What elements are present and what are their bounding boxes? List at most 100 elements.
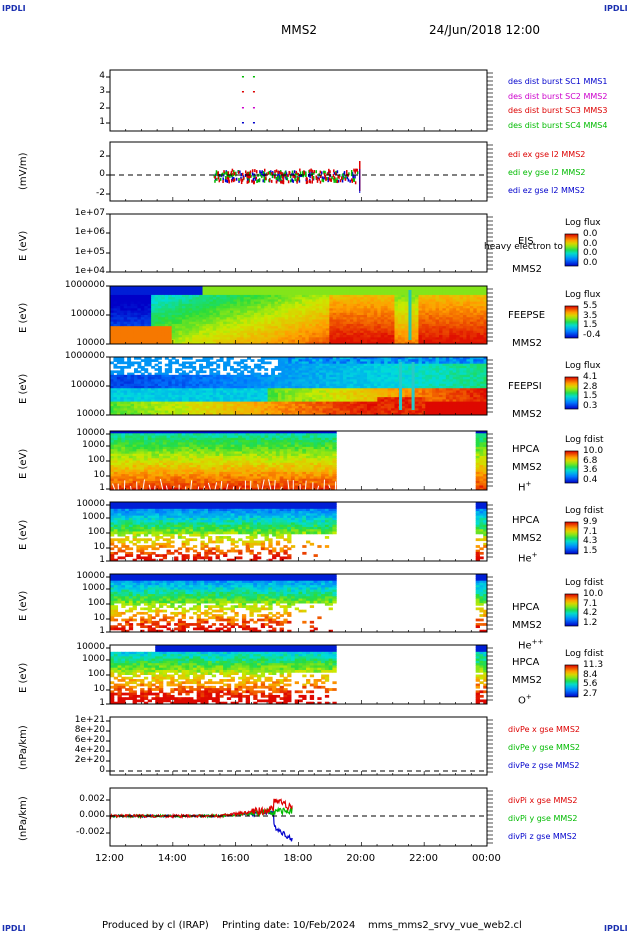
p5-colorbar-label-3: 0.3 <box>583 400 598 411</box>
p5-ytick-label: 10000 <box>76 409 105 419</box>
p5-ytick-label: 1000000 <box>64 351 105 361</box>
p2-legend-0: edi ex gse l2 MMS2 <box>508 150 586 159</box>
p5-colorbar-label-2: 1.5 <box>583 391 598 401</box>
p8-colorbar-label-0: 10.0 <box>583 589 604 599</box>
p7-colorbar-label-3: 1.5 <box>583 545 598 556</box>
p6-colorbar-label-1: 6.8 <box>583 455 598 466</box>
p1-frame <box>109 69 488 132</box>
p7-ytick-label: 10000 <box>76 499 105 509</box>
p1-ytick-label: 1 <box>99 117 105 127</box>
p5-ylabel: E (eV) <box>18 373 29 404</box>
p9-colorbar-title: Log fdist <box>565 649 604 659</box>
p3-colorbar-label-0: 0.0 <box>583 229 598 239</box>
p9-ylabel: E (eV) <box>18 662 29 693</box>
xaxis-tick-label-3: 18:00 <box>283 853 313 864</box>
p7-colorbar-label-2: 4.3 <box>583 536 598 546</box>
p10-ytick-label: 4e+20 <box>74 745 105 755</box>
p6-ylabel: E (eV) <box>18 448 29 479</box>
p6-colorbar-title: Log fdist <box>565 435 604 445</box>
p9-species: O+ <box>518 693 532 707</box>
p3-overlay-text: heavy electron to <box>484 242 563 252</box>
p7-species: He+ <box>518 551 538 565</box>
p7-instrument: HPCA <box>512 515 540 526</box>
xaxis-tick-label-0: 12:00 <box>95 853 124 864</box>
p10-ytick-label: 2e+20 <box>74 755 105 765</box>
p2-legend-2: edi ez gse l2 MMS2 <box>508 186 585 195</box>
p9-ytick-label: 1000 <box>82 654 105 664</box>
corner-label-br: IPDLI <box>604 924 628 933</box>
datetime-title: 24/Jun/2018 12:00 <box>429 23 541 37</box>
p3-ytick-label: 1e+06 <box>74 227 105 237</box>
p5-plot <box>110 357 488 416</box>
p2-ylabel: (mV/m) <box>18 152 29 190</box>
p4-instrument-sc: MMS2 <box>512 338 542 349</box>
footer-file: mms_mms2_srvy_vue_web2.cl <box>368 920 522 931</box>
p5-ytick-label: 100000 <box>70 380 105 390</box>
p10-ytick-label: 8e+20 <box>74 725 105 735</box>
p6-ytick-label: 10 <box>93 470 105 480</box>
p9-ytick-label: 100 <box>87 669 105 679</box>
corner-label-bl: IPDLI <box>2 924 26 933</box>
p9-plot <box>110 645 488 705</box>
p1-ytick-label: 4 <box>99 71 105 81</box>
p6-colorbar-label-2: 3.6 <box>583 465 598 475</box>
footer-printing: Printing date: 10/Feb/2024 <box>222 920 356 931</box>
p10-ytick-label: 1e+21 <box>74 715 105 725</box>
p8-colorbar-title: Log fdist <box>565 578 604 588</box>
p3-ylabel: E (eV) <box>18 230 29 261</box>
p6-colorbar-label-3: 0.4 <box>583 474 598 485</box>
p6-species: H+ <box>518 480 532 494</box>
p1-ytick-label: 2 <box>99 102 105 112</box>
p6-ytick-label: 100 <box>87 455 105 465</box>
p7-ytick-label: 10 <box>93 542 105 552</box>
p6-colorbar-label-0: 10.0 <box>583 446 604 456</box>
p7-ytick-label: 100 <box>87 527 105 537</box>
p2-ytick-label: 2 <box>99 150 105 160</box>
p4-ytick-label: 10000 <box>76 338 105 348</box>
p9-ytick-label: 10000 <box>76 642 105 652</box>
p10-legend-2: divPe z gse MMS2 <box>508 761 580 770</box>
p5-colorbar-label-1: 2.8 <box>583 381 598 392</box>
p3-colorbar-title: Log flux <box>565 218 601 228</box>
p7-ytick-label: 1 <box>99 555 105 565</box>
p4-colorbar-label-3: -0.4 <box>583 329 601 340</box>
p2-plot <box>213 161 361 193</box>
p3-ytick-label: 1e+05 <box>74 247 105 257</box>
p3-instrument: EIS <box>518 236 534 247</box>
p2-frame <box>109 141 488 202</box>
p2-ytick-label: -2 <box>96 188 105 198</box>
xaxis-tick-label-4: 20:00 <box>346 853 376 864</box>
p5-colorbar-label-0: 4.1 <box>583 372 598 382</box>
p9-colorbar-label-0: 11.3 <box>583 660 604 670</box>
p8-species: He++ <box>518 638 544 652</box>
p4-plot <box>110 286 488 345</box>
p8-ytick-label: 10 <box>93 613 105 623</box>
p2-ytick-label: 0 <box>99 169 105 179</box>
p4-ytick-label: 1000000 <box>64 280 105 290</box>
p7-colorbar-title: Log fdist <box>565 506 604 516</box>
p7-instrument-sc: MMS2 <box>512 533 542 544</box>
p1-legend-2: des dist burst SC3 MMS3 <box>508 106 608 115</box>
p8-ytick-label: 10000 <box>76 571 105 581</box>
p8-instrument-sc: MMS2 <box>512 620 542 631</box>
p8-plot <box>110 574 488 633</box>
p10-legend-0: divPe x gse MMS2 <box>508 725 580 734</box>
xaxis-tick-label-1: 14:00 <box>157 853 187 864</box>
corner-label-tl: IPDLI <box>2 4 26 13</box>
corner-label-tr: IPDLI <box>604 4 628 13</box>
p8-colorbar-label-2: 4.2 <box>583 608 598 618</box>
p3-instrument-sc: MMS2 <box>512 264 542 275</box>
footer-produced: Produced by cl (IRAP) <box>102 920 209 931</box>
p7-colorbar-label-1: 7.1 <box>583 526 598 537</box>
p4-colorbar-label-1: 3.5 <box>583 310 598 321</box>
p11-ytick-label: 0.002 <box>79 794 105 804</box>
p10-ytick-label: 6e+20 <box>74 735 105 745</box>
p3-colorbar <box>564 233 579 267</box>
p6-ytick-label: 1 <box>99 483 105 493</box>
p9-instrument-sc: MMS2 <box>512 675 542 686</box>
p6-colorbar <box>564 450 579 484</box>
spacecraft-title: MMS2 <box>281 23 317 37</box>
p9-ytick-label: 1 <box>99 698 105 708</box>
p11-ytick-label: 0.000 <box>79 810 105 820</box>
xaxis-tick-label-6: 00:00 <box>472 853 501 864</box>
